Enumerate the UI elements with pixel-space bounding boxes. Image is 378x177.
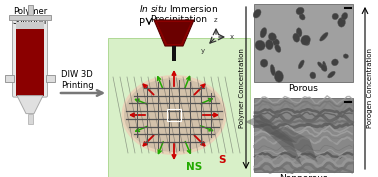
Polygon shape (270, 126, 318, 162)
Ellipse shape (318, 62, 323, 68)
Ellipse shape (305, 41, 310, 45)
Bar (5, 75, 14, 82)
Ellipse shape (298, 60, 304, 69)
Text: Polymer Concentration: Polymer Concentration (239, 48, 245, 128)
Bar (167, 109, 181, 121)
Ellipse shape (274, 71, 284, 82)
Bar (28, 114, 33, 124)
Text: Porogen Concentration: Porogen Concentration (367, 48, 373, 128)
Bar (108, 38, 250, 177)
Ellipse shape (293, 33, 300, 42)
Bar (16, 22, 44, 29)
Text: DIW 3D
Printing: DIW 3D Printing (61, 70, 93, 90)
Text: P: P (139, 18, 145, 28)
Ellipse shape (320, 32, 328, 41)
Bar (254, 4, 353, 82)
Ellipse shape (328, 71, 335, 78)
Text: Polymer
Solution: Polymer Solution (13, 7, 47, 26)
Text: x: x (230, 34, 234, 40)
Ellipse shape (296, 28, 302, 37)
Ellipse shape (323, 61, 327, 71)
Ellipse shape (296, 7, 304, 15)
Ellipse shape (253, 9, 261, 18)
Polygon shape (17, 96, 43, 114)
Polygon shape (157, 22, 191, 44)
Ellipse shape (321, 64, 327, 71)
Ellipse shape (270, 65, 275, 76)
Ellipse shape (273, 39, 279, 46)
Text: $\it{In\ situ}$ Immersion
Precipitation: $\it{In\ situ}$ Immersion Precipitation (139, 3, 218, 24)
Ellipse shape (255, 40, 265, 50)
Polygon shape (245, 114, 297, 143)
Ellipse shape (338, 18, 345, 27)
Ellipse shape (341, 13, 348, 20)
Text: z: z (214, 17, 218, 23)
Text: NS: NS (186, 162, 202, 172)
Text: S: S (218, 155, 226, 165)
Bar (254, 98, 353, 172)
Polygon shape (253, 118, 302, 166)
Bar (46, 75, 55, 82)
Ellipse shape (332, 59, 338, 66)
Ellipse shape (121, 75, 226, 155)
Bar (9, 15, 51, 20)
Polygon shape (154, 20, 194, 46)
Text: Porous: Porous (288, 84, 318, 93)
Bar (28, 5, 33, 15)
Ellipse shape (124, 78, 224, 152)
Ellipse shape (343, 54, 349, 58)
FancyBboxPatch shape (12, 19, 48, 97)
Bar (172, 46, 176, 61)
Ellipse shape (268, 33, 276, 41)
Ellipse shape (260, 28, 267, 38)
Bar (16, 22, 44, 96)
Ellipse shape (332, 13, 338, 20)
Ellipse shape (301, 35, 310, 45)
Ellipse shape (275, 44, 281, 52)
Text: Nonporous: Nonporous (279, 174, 328, 177)
Text: y: y (201, 48, 205, 54)
Ellipse shape (299, 14, 305, 20)
Ellipse shape (260, 59, 268, 67)
Ellipse shape (310, 72, 316, 79)
Ellipse shape (265, 40, 273, 50)
